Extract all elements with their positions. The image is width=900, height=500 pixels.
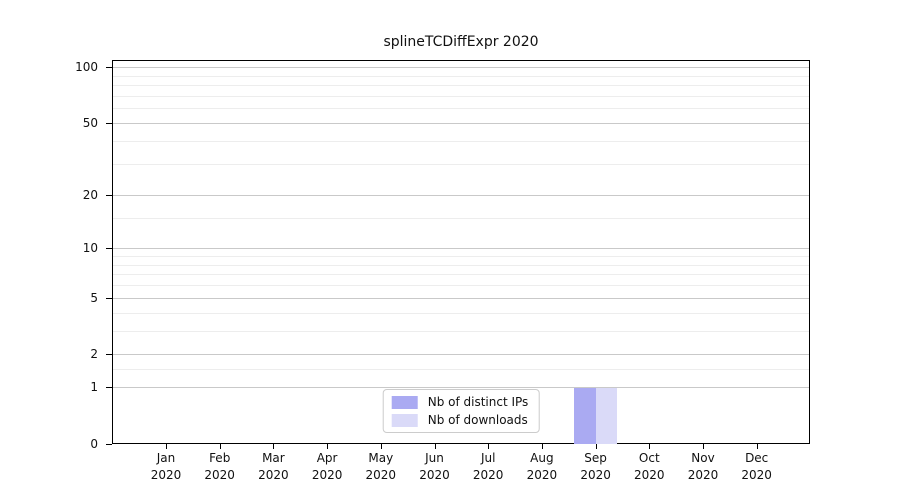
x-axis-tick xyxy=(703,444,704,449)
gridline-major xyxy=(113,354,809,356)
y-tick-label: 50 xyxy=(82,115,98,130)
chart-title: splineTCDiffExpr 2020 xyxy=(383,34,539,50)
y-axis-tick xyxy=(106,195,112,197)
y-axis-tick xyxy=(106,444,112,445)
x-axis-tick xyxy=(380,444,382,449)
x-axis-tick xyxy=(541,444,543,449)
gridline-major xyxy=(113,297,809,299)
plot-area xyxy=(112,60,810,444)
legend: Nb of distinct IPs Nb of downloads xyxy=(382,389,540,433)
y-tick-label: 1 xyxy=(90,380,98,395)
legend-swatch-downloads xyxy=(391,413,418,427)
gridline-minor xyxy=(113,140,809,142)
x-axis-tick xyxy=(273,444,275,449)
y-axis-tick xyxy=(106,248,112,250)
x-tick-label: Sep 2020 xyxy=(580,451,611,482)
x-axis-tick xyxy=(649,444,651,449)
gridline-minor xyxy=(113,217,809,219)
x-tick-label: Dec 2020 xyxy=(741,451,772,482)
gridline-minor xyxy=(113,274,809,276)
x-tick-label: Mar 2020 xyxy=(258,451,289,482)
gridline-minor xyxy=(113,312,809,314)
y-axis-tick xyxy=(106,122,112,124)
x-tick-label: Oct 2020 xyxy=(634,451,665,482)
gridline-major xyxy=(113,248,809,250)
gridline-minor xyxy=(113,285,809,286)
gridline-minor xyxy=(113,75,809,77)
gridline-major xyxy=(113,67,809,68)
legend-item-distinct-ips: Nb of distinct IPs xyxy=(391,395,529,409)
x-axis-tick xyxy=(434,444,436,449)
legend-label-distinct-ips: Nb of distinct IPs xyxy=(427,395,529,409)
legend-item-downloads: Nb of downloads xyxy=(391,413,529,427)
x-tick-label: Nov 2020 xyxy=(687,451,719,482)
x-axis-tick xyxy=(166,444,167,449)
bar-downloads xyxy=(595,387,618,444)
gridline-minor xyxy=(113,369,809,371)
gridline-minor xyxy=(113,330,809,332)
gridline-major xyxy=(113,387,809,389)
x-tick-label: Jan 2020 xyxy=(150,451,182,482)
y-axis-tick xyxy=(106,67,112,68)
y-tick-label: 20 xyxy=(82,188,98,203)
x-tick-label: Jun 2020 xyxy=(419,451,450,482)
gridline-minor xyxy=(113,95,809,97)
x-tick-label: Apr 2020 xyxy=(311,451,343,482)
x-tick-label: Feb 2020 xyxy=(204,451,235,482)
x-axis-tick xyxy=(756,444,758,449)
y-tick-label: 10 xyxy=(82,241,98,256)
y-tick-label: 0 xyxy=(90,437,98,451)
gridline-minor xyxy=(113,85,809,86)
x-tick-label: Jul 2020 xyxy=(472,451,504,482)
y-tick-label: 5 xyxy=(90,290,98,305)
x-axis-tick xyxy=(488,444,490,449)
x-axis-tick xyxy=(327,444,329,449)
gridline-minor xyxy=(113,255,809,257)
y-axis-tick xyxy=(106,354,112,356)
bar-distinct-ips xyxy=(574,387,596,444)
x-axis-tick xyxy=(595,444,597,449)
gridline-minor xyxy=(113,108,809,110)
gridline-major xyxy=(113,195,809,197)
legend-label-downloads: Nb of downloads xyxy=(427,413,528,427)
y-tick-label: 100 xyxy=(75,60,98,74)
gridline-minor xyxy=(113,264,809,266)
gridline-major xyxy=(113,122,809,124)
legend-swatch-distinct-ips xyxy=(391,395,418,409)
y-axis-tick xyxy=(106,297,112,299)
x-tick-label: Aug 2020 xyxy=(526,451,558,482)
y-tick-label: 2 xyxy=(90,347,98,362)
gridline-minor xyxy=(113,163,809,165)
x-tick-label: May 2020 xyxy=(365,451,397,482)
x-axis-tick xyxy=(219,444,221,449)
y-axis-tick xyxy=(106,387,112,389)
